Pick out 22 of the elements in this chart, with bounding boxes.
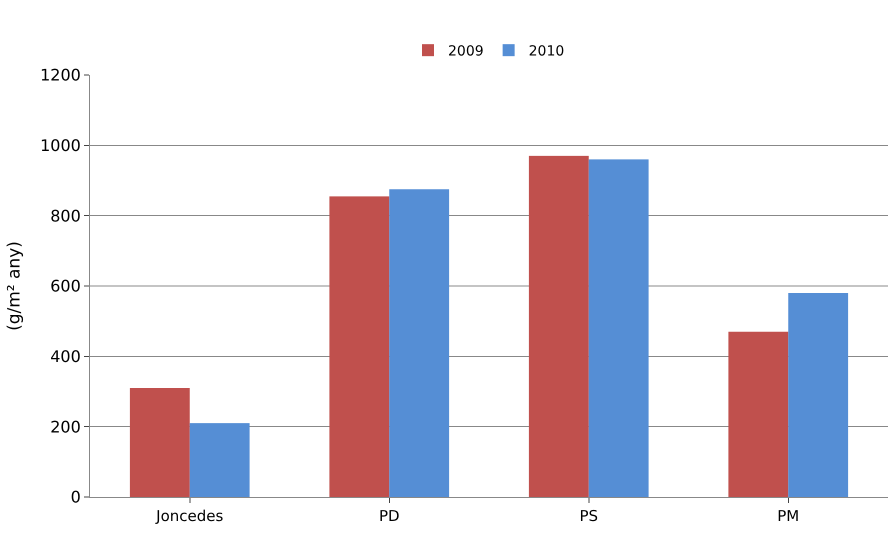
y-tick-label: 200 (50, 417, 81, 436)
y-tick-label: 1200 (40, 66, 81, 85)
y-tick-label: 800 (50, 206, 81, 226)
legend-label: 2010 (528, 44, 564, 60)
bar (728, 332, 788, 497)
y-tick-label: 400 (50, 346, 81, 366)
bar (528, 156, 589, 497)
bar (190, 423, 250, 497)
y-axis-title: (g/m² any) (4, 241, 25, 331)
legend-label: 2009 (448, 44, 484, 60)
y-tick-label: 600 (50, 276, 81, 296)
x-tick-label: PM (777, 507, 800, 525)
y-tick-label: 0 (70, 488, 81, 507)
y-tick-label: 1000 (40, 136, 81, 155)
bar (389, 189, 450, 497)
bar (329, 196, 390, 497)
bar (788, 293, 848, 497)
x-tick-label: PD (378, 507, 400, 525)
bar (130, 388, 190, 497)
x-tick-label: PS (579, 507, 598, 525)
bar (588, 159, 649, 497)
x-tick-label: Joncedes (155, 507, 224, 525)
